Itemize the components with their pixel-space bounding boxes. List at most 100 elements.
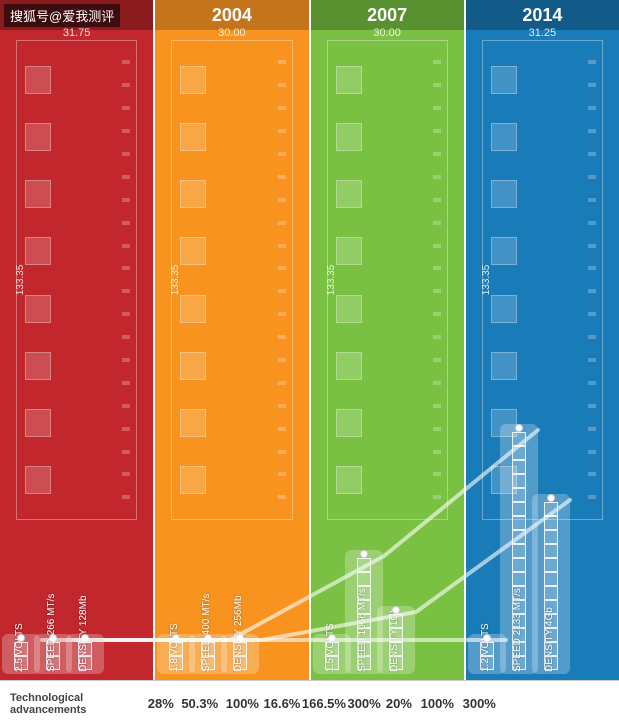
stack-label: DENSITY 4Gb: [544, 607, 555, 672]
metric-stack: 2.5 VOLTS: [10, 642, 32, 670]
footer-pct-group: [500, 696, 619, 711]
stack-block: [357, 558, 371, 572]
metric-stack: SPEED 266 MT/s: [42, 642, 64, 670]
stack-block: [512, 432, 526, 446]
stack-block: [544, 572, 558, 586]
stack-block: [544, 530, 558, 544]
stack-block: [544, 544, 558, 558]
stack-block: [544, 558, 558, 572]
stack-block: [512, 502, 526, 516]
stack-marker: [360, 550, 368, 558]
stack-label: DENSITY 1Gb: [389, 607, 400, 672]
chip: [180, 123, 206, 151]
stack-block: [544, 586, 558, 600]
year-band: 2014: [466, 0, 619, 30]
stack-block: [512, 544, 526, 558]
stack-block: [512, 530, 526, 544]
chip: [336, 237, 362, 265]
stack-marker: [547, 494, 555, 502]
footer-values: 28%50.3%100%16.6%166.5%300%20%100%300%: [144, 696, 619, 711]
chip: [25, 66, 51, 94]
generation-column: 200430.00133.35DDR21.8 VOLTSSPEED 400 MT…: [155, 0, 310, 680]
stack-label: SPEED 400 MT/s: [201, 594, 212, 672]
stack-block: [357, 572, 371, 586]
year-band: 2004: [155, 0, 308, 30]
chip: [491, 295, 517, 323]
metric-stack: SPEED 1066 MT/s: [353, 558, 375, 670]
footer-pct-group: 28%50.3%100%: [144, 696, 263, 711]
footer-pct: 166.5%: [302, 696, 346, 711]
chip: [180, 237, 206, 265]
stack-block: [512, 488, 526, 502]
stack-label: 2.5 VOLTS: [14, 623, 25, 672]
footer-pct: 300%: [463, 696, 496, 711]
stack-marker: [392, 606, 400, 614]
footer-pct: 16.6%: [264, 696, 301, 711]
metric-stacks: 2.5 VOLTS SPEED 266 MT/s DENSITY 128Mb: [10, 420, 143, 680]
dimension-width: 31.25: [483, 27, 602, 39]
footer-pct: 300%: [347, 696, 380, 711]
footer-pct: 20%: [386, 696, 412, 711]
generation-column: 201431.25133.35DDR41.2 VOLTSSPEED 2133 M…: [466, 0, 619, 680]
stack-label: 1.8 VOLTS: [169, 623, 180, 672]
watermark: 搜狐号@爱我测评: [4, 4, 120, 27]
chip: [25, 352, 51, 380]
metric-stacks: 1.5 VOLTS SPEED 1066 MT/s DENSITY 1Gb: [321, 420, 454, 680]
stack-block: [512, 446, 526, 460]
dimension-width: 30.00: [328, 27, 447, 39]
stack-label: 1.5 VOLTS: [325, 623, 336, 672]
metric-stack: SPEED 400 MT/s: [197, 642, 219, 670]
dimension-width: 31.75: [17, 27, 136, 39]
chip: [25, 237, 51, 265]
footer-label: Technological advancements: [0, 692, 144, 716]
footer-pct: 100%: [421, 696, 454, 711]
chip: [336, 352, 362, 380]
stack-block: [512, 558, 526, 572]
metric-stacks: 1.2 VOLTSSPEED 2133 MT/sDENSITY 4Gb: [476, 420, 609, 680]
metric-stack: SPEED 2133 MT/s: [508, 432, 530, 670]
chip: [491, 66, 517, 94]
stack-block: [512, 572, 526, 586]
metric-stack: DENSITY 1Gb: [385, 614, 407, 670]
stack-marker: [49, 634, 57, 642]
metric-stack: 1.5 VOLTS: [321, 642, 343, 670]
generation-label: DDR4: [613, 120, 619, 255]
chip: [491, 237, 517, 265]
stack-marker: [328, 634, 336, 642]
chip: [336, 180, 362, 208]
chip: [336, 295, 362, 323]
metric-stacks: 1.8 VOLTS SPEED 400 MT/s DENSITY 256Mb: [165, 420, 298, 680]
stack-marker: [236, 634, 244, 642]
footer-pct-group: 20% 100% 300%: [382, 696, 501, 711]
chip: [336, 123, 362, 151]
stack-label: SPEED 2133 MT/s: [512, 588, 523, 672]
stack-block: [512, 474, 526, 488]
chip: [491, 352, 517, 380]
stack-block: [512, 460, 526, 474]
stack-marker: [81, 634, 89, 642]
year-band: 2007: [311, 0, 464, 30]
footer-pct: 50.3%: [181, 696, 218, 711]
metric-stack: DENSITY 4Gb: [540, 502, 562, 670]
metric-stack: DENSITY 128Mb: [74, 642, 96, 670]
stack-label: SPEED 266 MT/s: [46, 594, 57, 672]
chip: [180, 66, 206, 94]
dimension-width: 30.00: [172, 27, 291, 39]
footer-pct: 28%: [148, 696, 174, 711]
chip: [180, 180, 206, 208]
chip: [25, 295, 51, 323]
stack-marker: [172, 634, 180, 642]
chip: [180, 295, 206, 323]
metric-stack: DENSITY 256Mb: [229, 642, 251, 670]
generation-grid: 31.75133.35DDR2.5 VOLTSSPEED 266 MT/sDEN…: [0, 0, 619, 680]
generation-column: 200730.00133.35DDR31.5 VOLTSSPEED 1066 M…: [311, 0, 466, 680]
stack-marker: [515, 424, 523, 432]
chip: [491, 123, 517, 151]
chip: [336, 66, 362, 94]
metric-stack: 1.8 VOLTS: [165, 642, 187, 670]
stack-marker: [17, 634, 25, 642]
chip: [180, 352, 206, 380]
stack-marker: [483, 634, 491, 642]
chip: [491, 180, 517, 208]
footer-pct-group: 16.6%166.5%300%: [263, 696, 382, 711]
